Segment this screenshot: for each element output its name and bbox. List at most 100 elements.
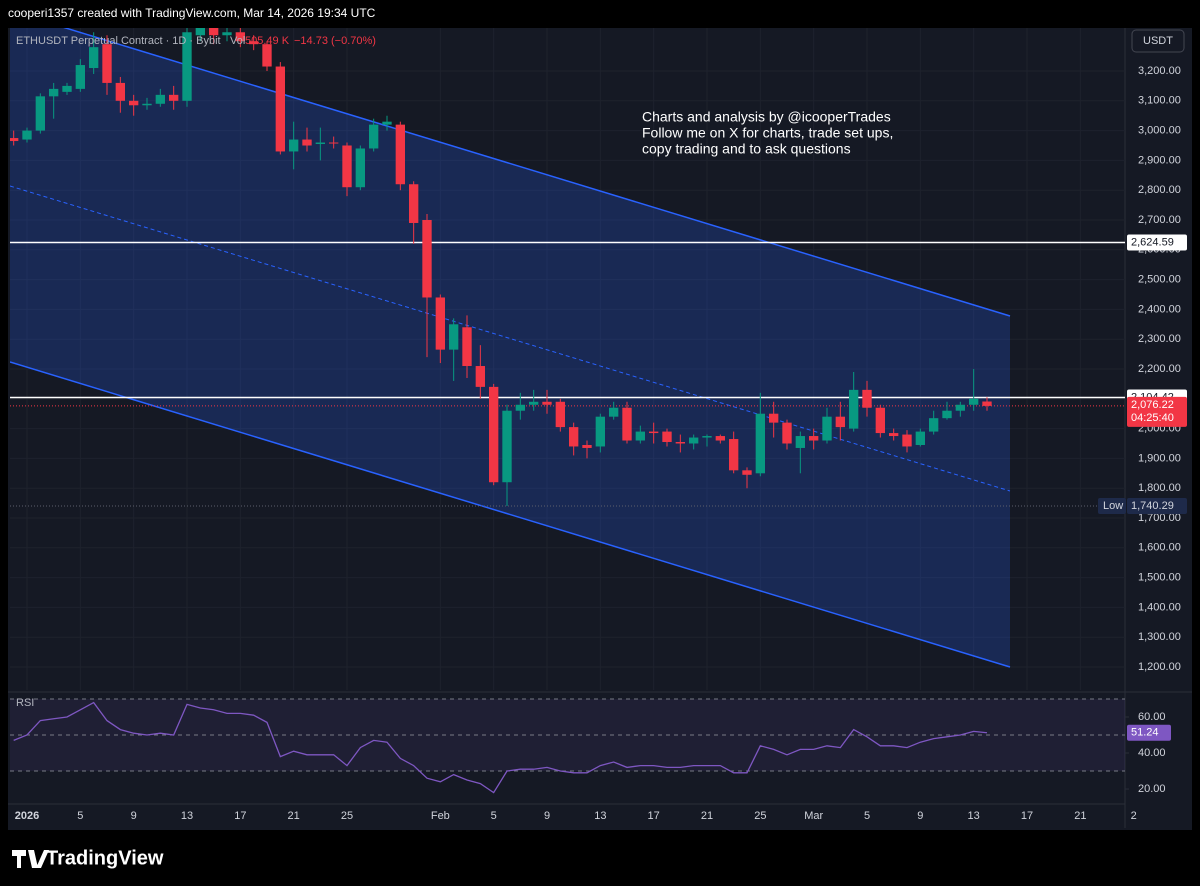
price-lines [10,241,1125,507]
candle-body [182,32,192,101]
candle-body [942,410,952,419]
x-tick-label: 17 [648,810,660,822]
candle-body [569,427,579,447]
candle-body [355,148,365,188]
rsi-last-label: 51.24 [1131,727,1159,739]
candle-body [675,442,685,444]
candle-body [689,437,699,444]
low-label: Low [1103,500,1123,512]
candle-body [409,184,419,223]
x-tick-label: 13 [968,810,980,822]
low-value-label: 1,740.29 [1131,500,1174,512]
volume: 505.49 K [245,35,290,47]
candle-body [475,366,485,387]
price-line-label: 2,624.59 [1131,236,1174,248]
rsi-title: RSI [16,697,34,709]
x-tick-label: 2 [1131,810,1137,822]
candle-body [329,142,339,144]
candle-body [555,401,565,428]
candle-body [155,94,165,104]
y-tick-label: 3,200.00 [1138,65,1181,77]
candle-body [635,431,645,441]
overlay-labels: 2,624.592,104.422,076.2204:25:40Low1,740… [1098,234,1187,514]
candle-body [782,422,792,444]
candle-body [622,407,632,441]
channel-mid [10,185,1011,492]
candle-body [862,389,872,408]
candle-body [129,100,139,106]
y-tick-label: 40.00 [1138,747,1166,759]
candle-body [75,65,85,89]
candle-body [489,386,499,483]
candle-body [435,297,445,350]
candle-body [395,124,405,185]
candle-body [729,439,739,471]
y-tick-label: 2,400.00 [1138,303,1181,315]
candle-body [369,124,379,149]
y-tick-label: 2,200.00 [1138,363,1181,375]
channel-upper [63,28,1011,317]
candle-body [662,431,672,443]
rsi-line [13,701,988,794]
candle-body [902,434,912,447]
candle-body [609,407,619,417]
currency[interactable]: USDT [1143,35,1173,47]
candle-body [209,28,219,36]
x-tick-label: 17 [234,810,246,822]
candle-body [875,407,885,434]
candle-body [195,28,205,36]
candle-body [275,66,285,152]
candle-body [462,327,472,367]
candle-body [809,436,819,441]
y-tick-label: 1,300.00 [1138,631,1181,643]
low-tag [1098,497,1126,514]
y-tick-label: 1,900.00 [1138,452,1181,464]
candle-body [982,401,992,406]
candle-body [702,436,712,438]
annotation-line: Charts and analysis by @icooperTrades [642,109,891,125]
y-tick-label: 1,500.00 [1138,572,1181,584]
logo-mark [12,850,49,868]
candle-body [795,436,805,448]
currency-button[interactable] [1131,29,1185,53]
candle-body [755,413,765,474]
x-tick-label: 21 [288,810,300,822]
candle-body [115,82,125,101]
candle-body [915,431,925,445]
candle-body [715,436,725,441]
candle-body [262,44,272,67]
grid [10,28,1125,690]
y-tick-label: 1,600.00 [1138,542,1181,554]
candle-body [342,145,352,188]
candle-body [969,398,979,405]
candle-body [422,219,432,298]
x-tick-label: 17 [1021,810,1033,822]
candle-body [102,44,112,83]
candle-body [502,410,512,483]
symbol: ETHUSDT Perpetual Contract · 1D · Bybit [16,35,221,47]
last-price-tag [1127,396,1187,427]
candle-body [62,85,72,92]
x-tick-label: 25 [754,810,766,822]
y-tick-label: 2,800.00 [1138,184,1181,196]
channel [10,28,1011,668]
x-tick-label: 9 [917,810,923,822]
y-tick-label: 20.00 [1138,783,1166,795]
candle-body [822,416,832,441]
candle-body [835,416,845,428]
price-line-tag [1127,234,1187,251]
x-tick-label: 5 [864,810,870,822]
y-tick-label: 1,400.00 [1138,601,1181,613]
candle-body [35,96,45,131]
x-tick-label: 5 [77,810,83,822]
channel-lower [10,361,1011,668]
y-tick-label: 2,300.00 [1138,333,1181,345]
candle-body [595,416,605,447]
channel-fill [10,28,1010,667]
candle-body [142,103,152,106]
y-tick-label: 2,900.00 [1138,154,1181,166]
x-tick-label: Feb [431,810,450,822]
candle-body [10,138,19,142]
